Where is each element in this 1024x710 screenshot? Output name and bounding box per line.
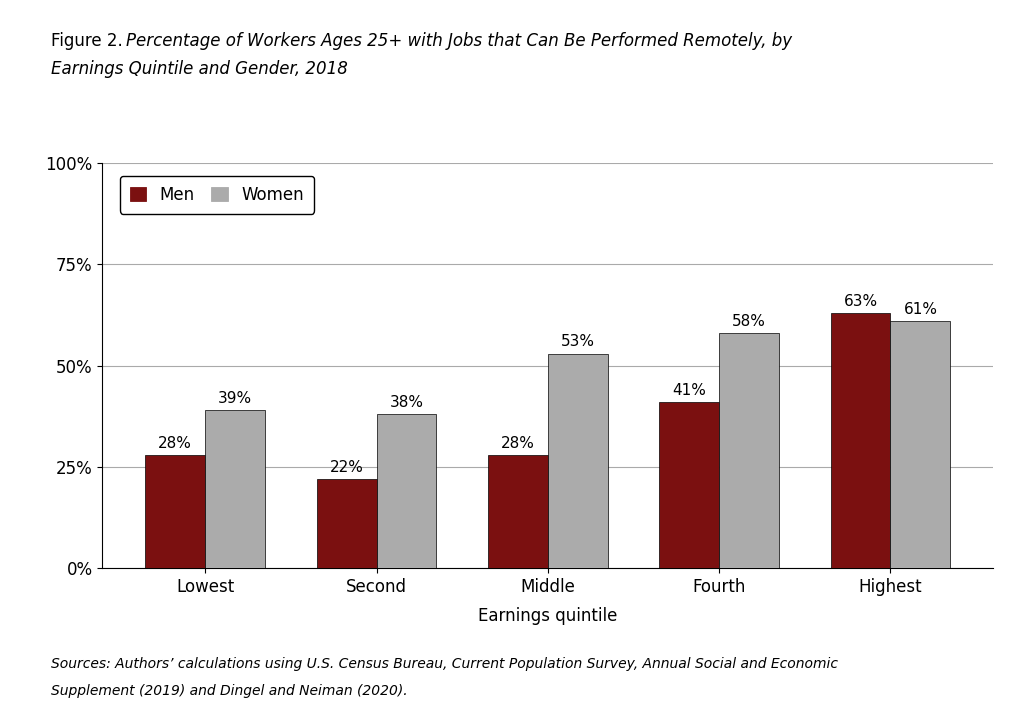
- Bar: [377, 414, 436, 568]
- Bar: [316, 479, 377, 568]
- Text: 28%: 28%: [501, 436, 535, 451]
- Text: 61%: 61%: [903, 302, 937, 317]
- Text: Percentage of Workers Ages 25+ with Jobs that Can Be Performed Remotely, by: Percentage of Workers Ages 25+ with Jobs…: [126, 32, 793, 50]
- X-axis label: Earnings quintile: Earnings quintile: [478, 607, 617, 625]
- Text: 38%: 38%: [389, 395, 424, 410]
- Bar: [659, 402, 719, 568]
- Text: 39%: 39%: [218, 391, 252, 406]
- Bar: [487, 454, 548, 568]
- Bar: [548, 354, 608, 568]
- Text: 22%: 22%: [330, 460, 364, 475]
- Bar: [145, 454, 205, 568]
- Bar: [205, 410, 265, 568]
- Text: Figure 2.: Figure 2.: [51, 32, 128, 50]
- Text: 41%: 41%: [672, 383, 707, 398]
- Bar: [891, 321, 950, 568]
- Text: 63%: 63%: [844, 294, 878, 309]
- Text: Sources: Authors’ calculations using U.S. Census Bureau, Current Population Surv: Sources: Authors’ calculations using U.S…: [51, 657, 839, 671]
- Text: 28%: 28%: [159, 436, 193, 451]
- Text: 53%: 53%: [561, 334, 595, 349]
- Bar: [719, 333, 779, 568]
- Legend: Men, Women: Men, Women: [120, 175, 314, 214]
- Text: Supplement (2019) and Dingel and Neiman (2020).: Supplement (2019) and Dingel and Neiman …: [51, 684, 408, 698]
- Text: 58%: 58%: [732, 315, 766, 329]
- Bar: [830, 313, 891, 568]
- Text: Earnings Quintile and Gender, 2018: Earnings Quintile and Gender, 2018: [51, 60, 348, 78]
